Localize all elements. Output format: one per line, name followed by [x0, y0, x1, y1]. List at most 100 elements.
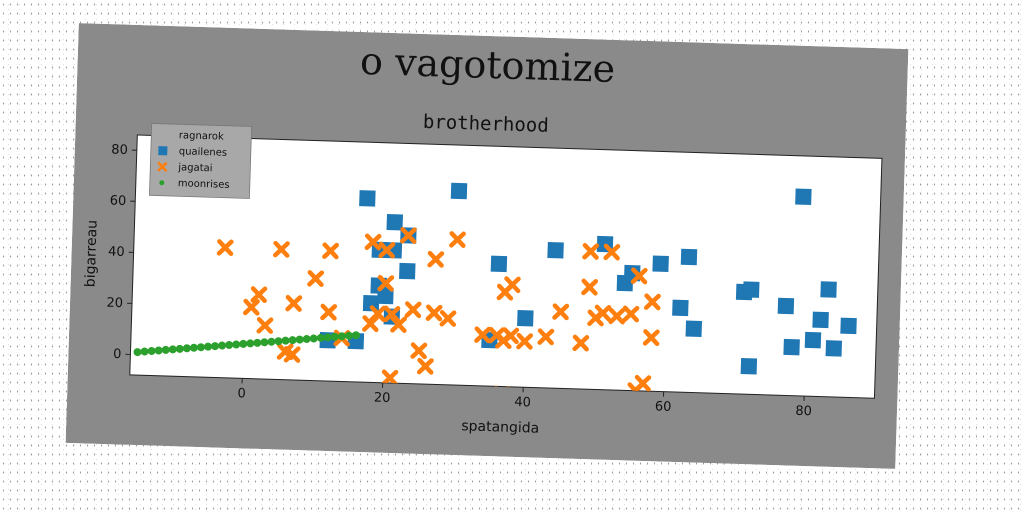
data-point: [337, 332, 346, 341]
legend: ragnarok quailenes jagatai moonrises: [149, 122, 253, 199]
legend-title: ragnarok: [179, 130, 224, 142]
data-point: [643, 293, 661, 311]
data-point: [377, 287, 394, 305]
data-point: [307, 270, 325, 287]
data-point: [133, 348, 142, 357]
data-point: [547, 242, 564, 259]
data-point: [154, 346, 163, 355]
data-point: [272, 240, 290, 258]
data-point: [330, 332, 339, 341]
data-point: [503, 276, 521, 294]
data-point: [204, 342, 213, 351]
legend-marker-quailenes: [158, 146, 168, 156]
chart-subtitle: brotherhood: [423, 111, 549, 137]
data-point: [795, 188, 812, 206]
data-point: [232, 340, 241, 349]
data-point: [450, 182, 468, 200]
data-point: [404, 301, 422, 319]
data-point: [634, 374, 652, 392]
data-point: [399, 262, 416, 280]
data-point: [581, 278, 599, 296]
data-point: [302, 335, 311, 344]
data-point: [630, 267, 648, 285]
data-point: [281, 336, 290, 345]
data-point: [427, 250, 445, 268]
data-point: [399, 227, 417, 244]
y-axis-label: bigarreau: [83, 220, 101, 288]
data-point: [410, 342, 428, 360]
data-point: [246, 339, 255, 348]
data-point: [608, 307, 626, 325]
y-tick-label: 0: [113, 347, 122, 362]
data-point: [253, 338, 262, 347]
data-point: [572, 334, 590, 352]
data-point: [820, 281, 837, 298]
data-point: [812, 311, 829, 329]
series-layer: [133, 182, 857, 399]
data-point: [474, 326, 492, 344]
data-point: [594, 304, 612, 322]
data-point: [552, 303, 570, 321]
data-point: [364, 233, 382, 251]
data-point: [386, 213, 403, 231]
data-layer: [133, 182, 857, 399]
data-point: [218, 341, 227, 350]
y-tick-label: 60: [109, 194, 126, 210]
data-point: [175, 344, 184, 353]
legend-label-jagatai: jagatai: [177, 162, 213, 174]
data-point: [239, 339, 248, 348]
data-point: [260, 338, 269, 347]
legend-items: quailenes jagatai moonrises: [157, 146, 230, 191]
data-point: [243, 298, 260, 316]
data-point: [416, 357, 434, 375]
legend-marker-moonrises: [159, 180, 165, 186]
x-tick-label: 20: [374, 391, 391, 407]
x-tick-label: 40: [514, 395, 531, 411]
data-point: [840, 317, 857, 335]
data-point: [642, 329, 660, 347]
data-point: [537, 328, 555, 346]
legend-label-quailenes: quailenes: [179, 146, 228, 159]
legend-box: [149, 122, 253, 199]
data-point: [672, 299, 689, 317]
data-point: [825, 340, 843, 357]
data-point: [378, 241, 396, 259]
data-point: [359, 190, 376, 207]
data-point: [685, 320, 703, 337]
x-tick-label: 60: [655, 399, 672, 415]
data-point: [250, 286, 268, 304]
data-point: [267, 337, 276, 346]
data-point: [344, 331, 353, 340]
chart-figure: o vagotomize brotherhood 0 20 40 60 80 0 20 40…: [65, 23, 909, 469]
data-point: [140, 347, 149, 356]
data-point: [288, 336, 297, 345]
series-jagatai: [216, 227, 661, 399]
data-point: [256, 317, 274, 334]
data-point: [352, 331, 361, 340]
y-tick-label: 80: [111, 142, 128, 158]
data-point: [225, 341, 234, 350]
legend-label-moonrises: moonrises: [178, 178, 230, 191]
data-point: [449, 231, 466, 248]
data-point: [362, 294, 380, 312]
x-tick-label: 80: [795, 404, 812, 420]
data-point: [316, 333, 325, 342]
data-point: [362, 315, 379, 333]
data-point: [517, 310, 534, 327]
data-point: [502, 327, 520, 345]
legend-marker-jagatai: [157, 161, 168, 172]
data-point: [783, 338, 800, 356]
data-point: [390, 316, 407, 333]
data-point: [622, 305, 640, 323]
data-point: [425, 304, 443, 322]
data-point: [383, 305, 401, 323]
data-point: [216, 239, 234, 256]
data-point: [285, 294, 303, 312]
x-axis-label: spatangida: [461, 418, 539, 436]
data-point: [323, 333, 332, 342]
data-point: [147, 347, 156, 356]
y-axis-ticks: 0 20 40 60 80: [106, 142, 137, 362]
data-point: [740, 357, 758, 375]
data-point: [777, 297, 795, 315]
series-moonrises: [133, 331, 361, 357]
